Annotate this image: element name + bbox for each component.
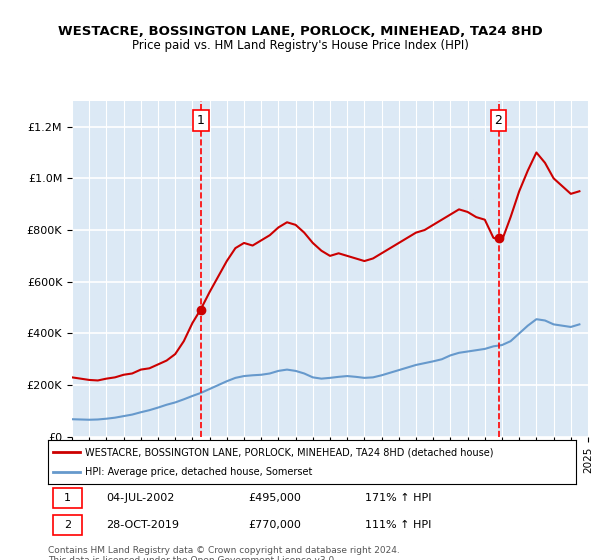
Text: £495,000: £495,000 xyxy=(248,493,302,503)
Text: WESTACRE, BOSSINGTON LANE, PORLOCK, MINEHEAD, TA24 8HD: WESTACRE, BOSSINGTON LANE, PORLOCK, MINE… xyxy=(58,25,542,38)
Text: 1: 1 xyxy=(197,114,205,127)
Text: 171% ↑ HPI: 171% ↑ HPI xyxy=(365,493,431,503)
FancyBboxPatch shape xyxy=(53,488,82,508)
Text: 111% ↑ HPI: 111% ↑ HPI xyxy=(365,520,431,530)
Text: 2: 2 xyxy=(64,520,71,530)
Text: 1: 1 xyxy=(64,493,71,503)
Text: Contains HM Land Registry data © Crown copyright and database right 2024.
This d: Contains HM Land Registry data © Crown c… xyxy=(48,546,400,560)
Text: WESTACRE, BOSSINGTON LANE, PORLOCK, MINEHEAD, TA24 8HD (detached house): WESTACRE, BOSSINGTON LANE, PORLOCK, MINE… xyxy=(85,447,493,457)
Text: Price paid vs. HM Land Registry's House Price Index (HPI): Price paid vs. HM Land Registry's House … xyxy=(131,39,469,52)
Text: £770,000: £770,000 xyxy=(248,520,302,530)
FancyBboxPatch shape xyxy=(53,515,82,535)
Text: HPI: Average price, detached house, Somerset: HPI: Average price, detached house, Some… xyxy=(85,467,313,477)
Text: 28-OCT-2019: 28-OCT-2019 xyxy=(106,520,179,530)
Text: 04-JUL-2002: 04-JUL-2002 xyxy=(106,493,175,503)
Text: 2: 2 xyxy=(494,114,502,127)
